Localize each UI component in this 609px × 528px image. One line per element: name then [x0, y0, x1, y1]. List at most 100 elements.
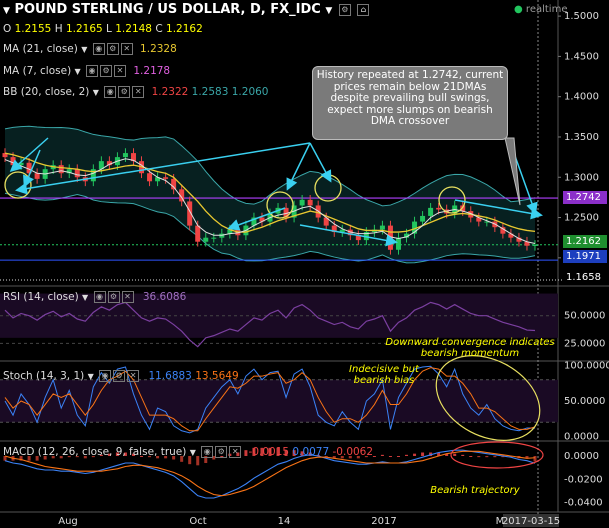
macd-histogram-bar [67, 456, 71, 458]
bb-close-icon[interactable]: ✕ [132, 86, 145, 98]
rsi-tick-label: 50.0000 [564, 311, 605, 322]
macd-histogram-bar [276, 447, 280, 456]
macd-line [4, 449, 536, 499]
macd-histogram-bar [107, 453, 111, 456]
macd-histogram-bar [260, 447, 264, 456]
ma21-eye-icon[interactable]: ◉ [92, 43, 105, 55]
rsi-settings-icon[interactable]: ⚙ [107, 291, 120, 303]
candle-body [90, 169, 96, 182]
peak-highlight-circle [438, 186, 466, 214]
macd-eye-icon[interactable]: ◉ [201, 446, 214, 458]
pin-icon[interactable]: ⌂ [357, 3, 370, 16]
candle-body [395, 237, 401, 250]
candle-body [500, 227, 506, 234]
price-tick-label: 1.5000 [564, 11, 599, 22]
candle-body [163, 177, 169, 179]
candle-body [171, 178, 177, 190]
price-tick-label: 1.3500 [564, 132, 599, 143]
macd-histogram-bar [51, 456, 55, 459]
ma21-dropdown-icon[interactable]: ▼ [81, 45, 88, 54]
macd-histogram-bar [340, 456, 344, 459]
macd-histogram-bar [421, 452, 425, 456]
stoch-dropdown-icon[interactable]: ▼ [87, 372, 94, 381]
candle-body [420, 215, 426, 222]
macd-histogram-bar [364, 456, 368, 458]
macd-histogram-bar [164, 456, 168, 459]
macd-histogram-bar [388, 456, 392, 457]
ma21-settings-icon[interactable]: ⚙ [106, 43, 119, 55]
macd-histogram-bar [461, 454, 465, 456]
stoch-close-icon[interactable]: ✕ [127, 370, 140, 382]
macd-histogram-bar [220, 456, 224, 457]
macd-tick-label: -0.0200 [564, 474, 603, 485]
macd-close-icon[interactable]: ✕ [229, 446, 242, 458]
ma21-line [4, 152, 536, 233]
ma7-legend[interactable]: MA (7, close) ▼ ◉ ⚙ ✕ 1.2178 [3, 65, 171, 77]
bb-legend[interactable]: BB (20, close, 2) ▼ ◉ ⚙ ✕ 1.2322 1.2583 1.… [3, 86, 269, 98]
title-dropdown-icon[interactable]: ▼ [325, 6, 333, 16]
candle-body [130, 153, 136, 162]
settings-icon[interactable]: ⚙ [338, 3, 351, 16]
ma7-close-icon[interactable]: ✕ [114, 65, 127, 77]
price-tick-label: 1.4000 [564, 92, 599, 103]
candle-body [428, 207, 434, 216]
stoch-settings-icon[interactable]: ⚙ [113, 370, 126, 382]
ma7-eye-icon[interactable]: ◉ [86, 65, 99, 77]
macd-histogram-bar [509, 456, 513, 458]
stoch-legend[interactable]: Stoch (14, 3, 1) ▼ ◉ ⚙ ✕ 11.6883 13.5649 [3, 370, 239, 382]
candle-body [283, 207, 289, 218]
macd-histogram-bar [413, 453, 417, 456]
macd-histogram-bar [59, 456, 63, 459]
bb-eye-icon[interactable]: ◉ [104, 86, 117, 98]
candle-body [404, 233, 410, 238]
bb-settings-icon[interactable]: ⚙ [118, 86, 131, 98]
callout-pointer [504, 137, 521, 206]
macd-histogram-bar [212, 456, 216, 460]
macd-annotation: Bearish trajectory [430, 485, 520, 496]
macd-histogram-bar [284, 450, 288, 456]
macd-histogram-bar [83, 456, 87, 459]
symbol-dropdown-icon[interactable]: ▼ [3, 6, 10, 16]
x-tick-label: Oct [189, 516, 206, 527]
price-tick-label: 1.3000 [564, 172, 599, 183]
ma7-settings-icon[interactable]: ⚙ [100, 65, 113, 77]
candle-body [34, 173, 40, 179]
candle-body [379, 225, 385, 230]
candle-body [66, 169, 72, 174]
trend-arrow [309, 142, 332, 183]
rsi-legend[interactable]: RSI (14, close) ▼ ◉ ⚙ ✕ 36.6086 [3, 291, 187, 303]
rsi-annotation: Downward convergence indicates bearish m… [385, 337, 555, 359]
bollinger-band-fill [5, 126, 535, 263]
rsi-dropdown-icon[interactable]: ▼ [82, 293, 89, 302]
macd-histogram-bar [196, 456, 200, 466]
stoch-eye-icon[interactable]: ◉ [99, 370, 112, 382]
ma21-legend[interactable]: MA (21, close) ▼ ◉ ⚙ ✕ 1.2328 [3, 43, 177, 55]
macd-histogram-bar [180, 456, 184, 462]
macd-histogram-bar [43, 456, 47, 460]
rsi-close-icon[interactable]: ✕ [121, 291, 134, 303]
candle-body [307, 199, 313, 206]
bb-dropdown-icon[interactable]: ▼ [92, 88, 99, 97]
macd-settings-icon[interactable]: ⚙ [215, 446, 228, 458]
candle-body [251, 217, 257, 226]
macd-legend[interactable]: MACD (12, 26, close, 9, false, true) ▼ ◉… [3, 446, 374, 458]
x-tick-label: M [496, 516, 505, 527]
candle-body [331, 225, 337, 233]
macd-histogram-bar [148, 456, 152, 458]
candle-body [476, 217, 482, 222]
candle-body [412, 221, 418, 234]
ma7-dropdown-icon[interactable]: ▼ [74, 67, 81, 76]
macd-dropdown-icon[interactable]: ▼ [189, 448, 196, 457]
candle-body [122, 153, 128, 158]
macd-histogram-bar [91, 456, 95, 458]
candle-body [323, 217, 329, 226]
macd-histogram-bar [35, 456, 39, 461]
candle-body [508, 233, 514, 238]
candle-body [195, 225, 201, 242]
rsi-eye-icon[interactable]: ◉ [93, 291, 106, 303]
candle-body [363, 232, 369, 241]
macd-histogram-bar [477, 456, 481, 458]
candle-body [106, 161, 112, 166]
ma21-close-icon[interactable]: ✕ [120, 43, 133, 55]
realtime-dot-icon: ● [514, 4, 523, 15]
